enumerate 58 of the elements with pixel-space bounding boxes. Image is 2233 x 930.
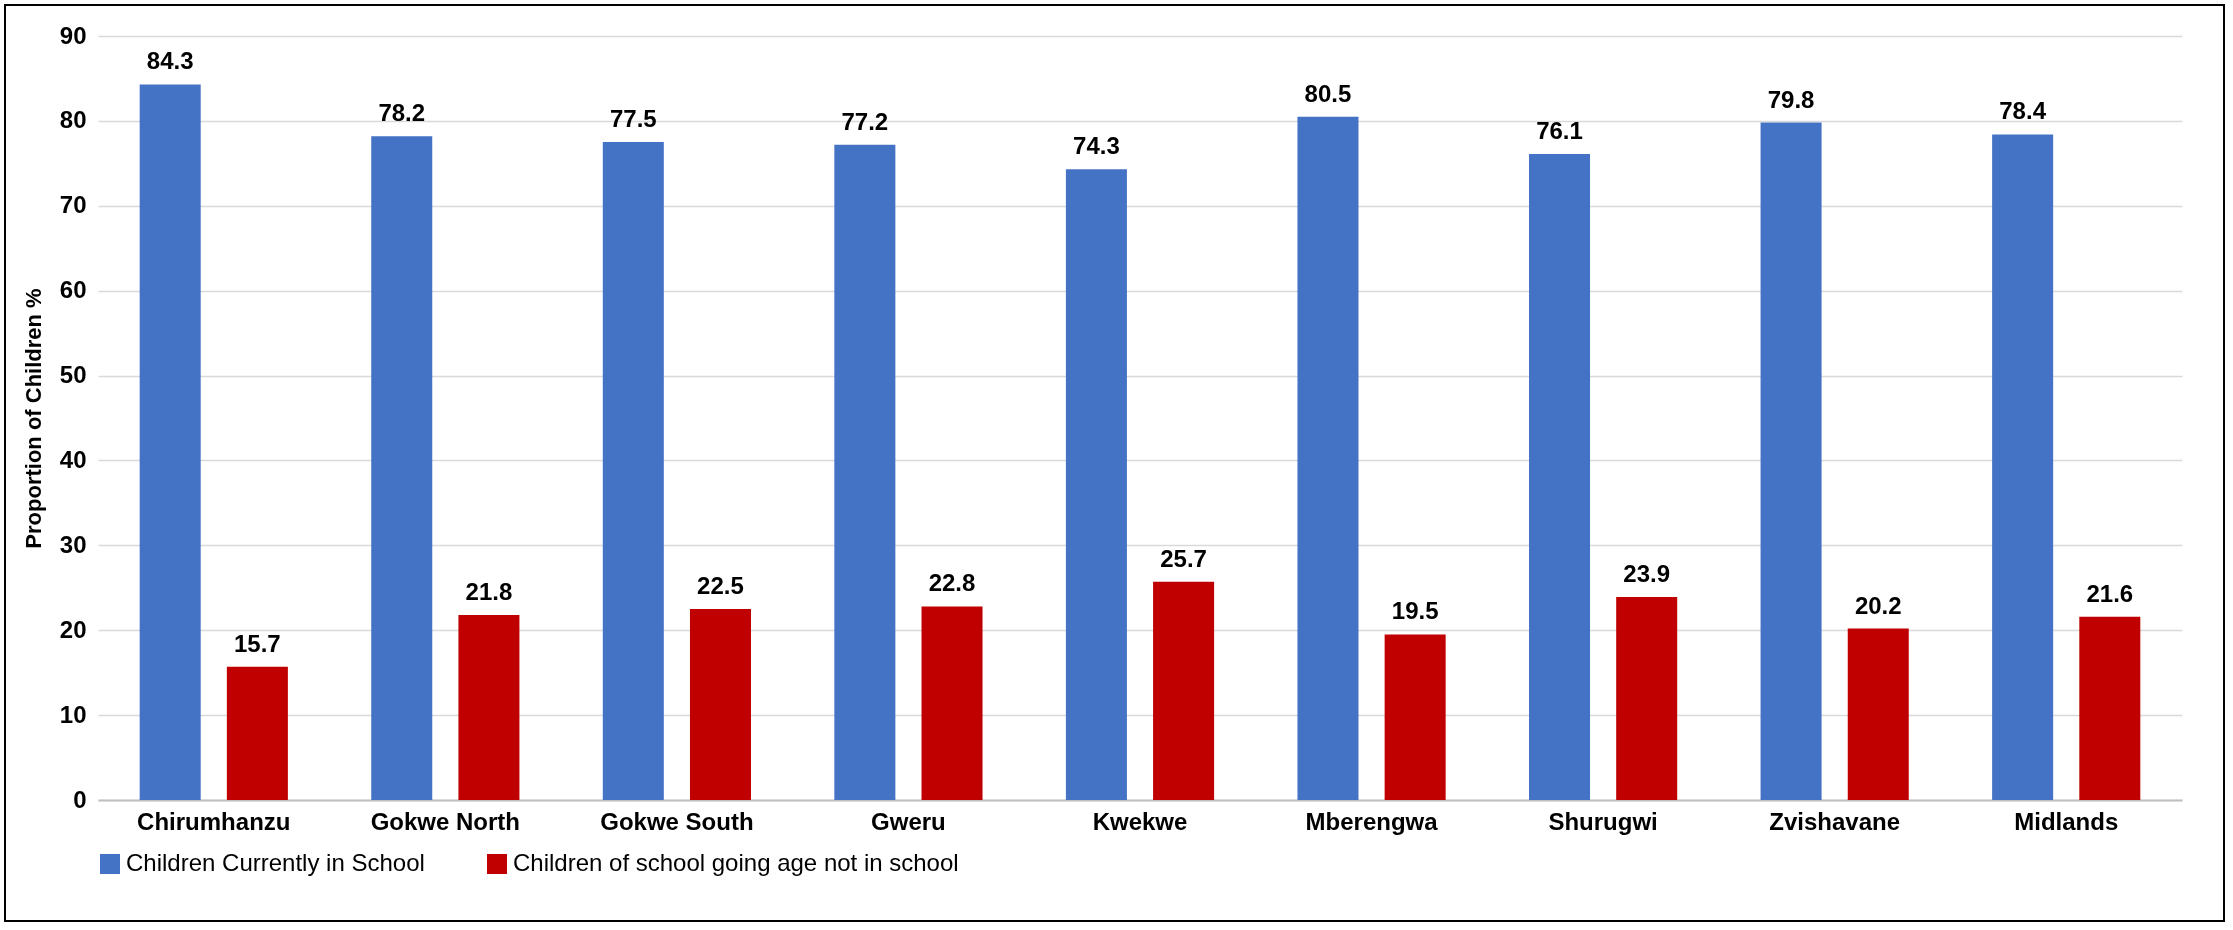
y-tick-label: 40 [59,445,87,473]
bar [458,614,520,800]
legend-label: Children Currently in School [126,849,425,876]
data-label: 74.3 [1073,132,1120,160]
y-tick-label: 60 [59,276,87,304]
data-label: 84.3 [146,47,194,75]
bar [1153,581,1215,800]
data-label: 76.1 [1536,117,1583,144]
y-tick-label: 90 [59,21,87,49]
data-label: 80.5 [1304,79,1352,107]
y-tick-label: 50 [59,361,87,389]
x-tick-label: Mberengwa [1305,807,1439,835]
data-label: 19.5 [1391,597,1439,625]
bar [1847,628,1909,800]
data-label: 23.9 [1623,560,1671,588]
bar [371,136,433,800]
bar [1529,154,1591,800]
data-label: 15.7 [234,629,281,657]
x-tick-label: Zvishavane [1769,807,1901,835]
bar [1616,597,1678,800]
data-label: 79.8 [1767,85,1815,113]
y-tick-label: 0 [73,785,87,813]
x-tick-label: Gokwe South [600,807,754,835]
y-tick-label: 70 [59,191,87,219]
y-tick-label: 30 [59,530,87,558]
x-tick-label: Chirumhanzu [137,807,291,835]
data-label: 78.4 [1999,97,2047,125]
bar [921,606,983,800]
data-label: 78.2 [378,99,426,127]
bar [1297,116,1359,800]
x-tick-label: Midlands [2014,807,2119,835]
data-label: 77.5 [609,105,657,133]
y-tick-label: 10 [59,700,87,728]
data-label: 25.7 [1160,544,1207,572]
data-label: 22.5 [697,572,744,599]
data-label: 77.2 [841,107,889,135]
bar [1760,122,1822,800]
bar [139,84,201,800]
bar [1992,134,2054,800]
x-tick-label: Kwekwe [1092,807,1188,835]
x-tick-label: Gweru [871,807,946,835]
x-tick-label: Gokwe North [370,807,521,835]
data-label: 20.2 [1854,591,1902,619]
bar [689,609,751,800]
data-label: 22.8 [928,569,976,597]
bar [2079,616,2141,800]
bar [1384,634,1446,800]
y-tick-label: 20 [59,615,87,643]
legend-label: Children of school going age not in school [513,849,959,876]
x-tick-label: Shurugwi [1548,807,1658,835]
data-label: 21.6 [2086,579,2134,607]
y-axis-title: Proportion of Children % [20,288,46,549]
data-label: 21.8 [465,577,513,605]
y-tick-label: 80 [59,106,87,134]
bar [834,144,896,800]
bar [602,142,664,800]
bar [1065,169,1127,800]
bar [226,666,288,800]
